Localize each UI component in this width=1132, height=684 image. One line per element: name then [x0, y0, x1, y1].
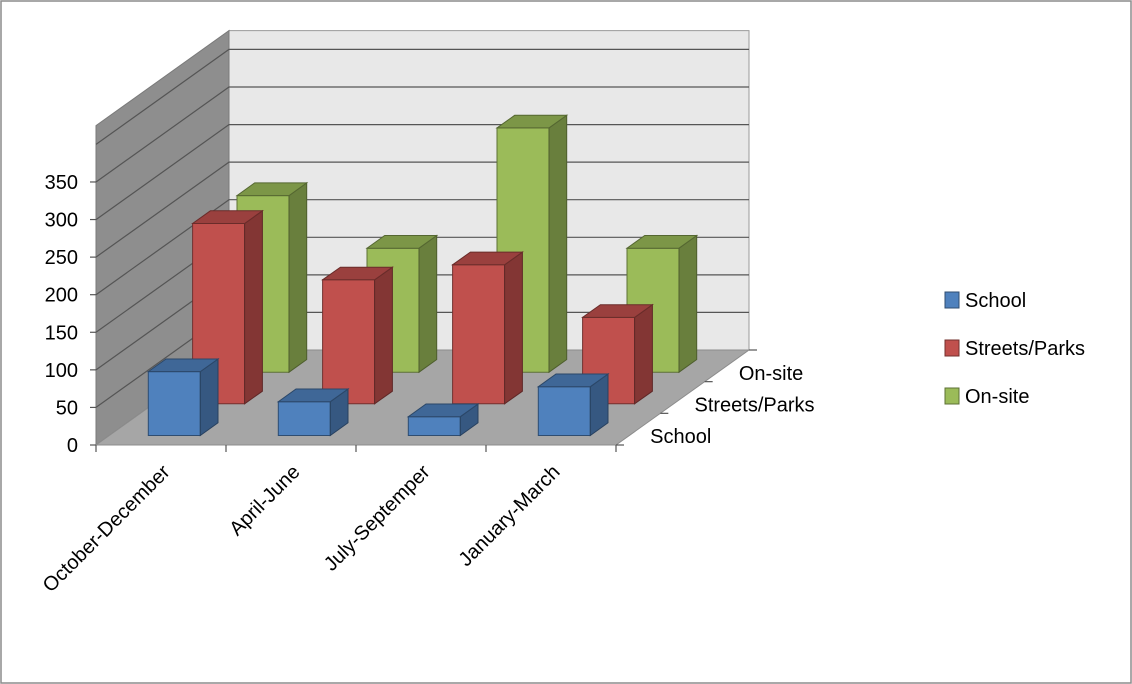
bar-school-january-march [536, 373, 610, 437]
y-tick-label: 250 [45, 247, 78, 269]
bar-school-july-septemper [406, 403, 480, 437]
y-axis-ticks: 0 50 100 150 200 250 300 350 [45, 172, 757, 457]
y-tick-label: 200 [45, 285, 78, 307]
bar-streets-parks-january-march [581, 303, 654, 405]
legend-label: School [965, 290, 1026, 312]
y-tick-label: 150 [45, 322, 78, 344]
legend-swatch [944, 291, 960, 309]
y-tick-label: 350 [45, 172, 78, 194]
bar-school-october-december [146, 358, 220, 437]
gridline [95, 86, 749, 183]
depth-axis-label: School [650, 426, 711, 448]
bar-school-april-june [276, 388, 350, 437]
y-tick-label: 300 [45, 210, 78, 232]
legend-swatch [944, 339, 960, 357]
depth-axis-label: Streets/Parks [695, 395, 815, 417]
legend: School Streets/Parks On-site [944, 290, 1085, 408]
gridline [95, 123, 749, 221]
bar-streets-parks-july-septemper [451, 251, 524, 405]
gridline [95, 199, 749, 296]
bars [146, 114, 699, 437]
bar-streets-parks-april-june [321, 266, 394, 405]
y-tick-label: 50 [56, 397, 78, 419]
y-tick-label: 100 [45, 360, 78, 382]
gridline [95, 161, 749, 258]
legend-swatch [944, 387, 960, 405]
gridline [95, 48, 749, 145]
depth-axis-labels: School Streets/Parks On-site [650, 363, 814, 448]
y-tick-label: 0 [67, 435, 78, 457]
legend-label: On-site [965, 386, 1029, 408]
depth-axis-label: On-site [739, 363, 803, 385]
legend-label: Streets/Parks [965, 338, 1085, 360]
